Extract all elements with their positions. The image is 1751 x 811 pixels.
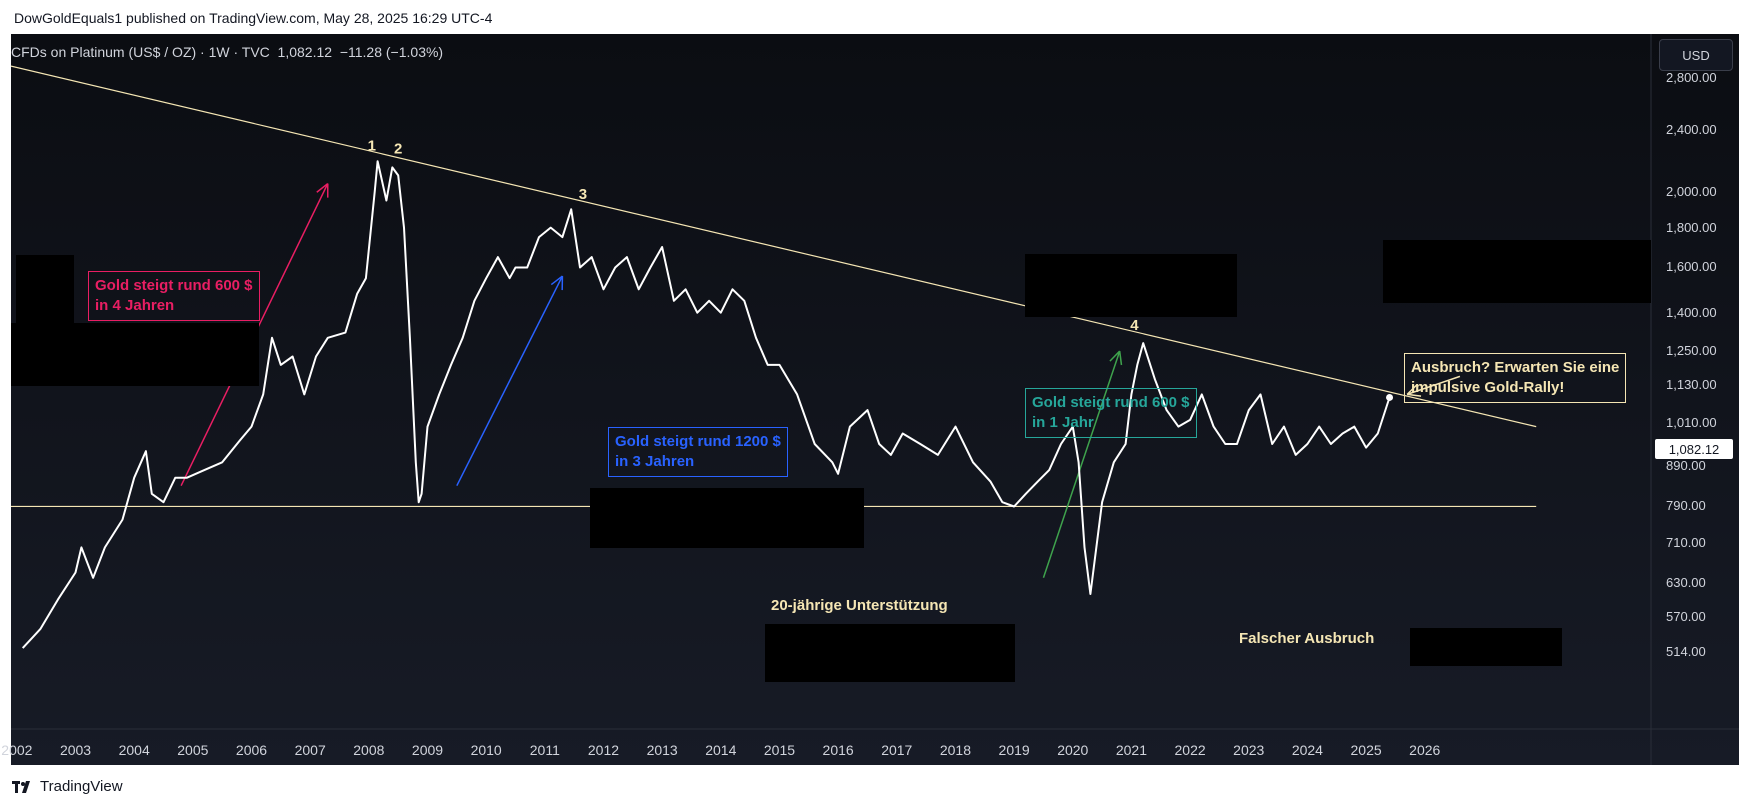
footer-brand: TradingView [12, 778, 123, 795]
price-tick-label: 1,010.00 [1666, 415, 1717, 431]
annotation-arrow [1406, 375, 1461, 397]
series-layer: 1 2 3 4 [21, 138, 1394, 649]
year-tick-label: 2004 [118, 742, 150, 758]
price-tick-label: 1,130.00 [1666, 377, 1717, 393]
year-tick-label: 2003 [59, 742, 92, 758]
year-tick-label: 2017 [881, 742, 913, 758]
wave-label: 4 [1130, 317, 1139, 334]
redaction-box [590, 488, 864, 548]
year-tick-label: 2016 [822, 742, 854, 758]
support-label: 20-jährige Unterstützung [771, 597, 948, 614]
resistance-trendline [11, 65, 1537, 428]
annotation-arrow [456, 275, 564, 487]
currency-button[interactable]: USD [1659, 39, 1733, 71]
annotation-green: Gold steigt rund 600 $ in 1 Jahr [1025, 388, 1197, 438]
publisher-line: DowGoldEquals1 published on TradingView.… [14, 10, 493, 26]
false-breakout-label: Falscher Ausbruch [1239, 630, 1375, 647]
symbol-info: CFDs on Platinum (US$ / OZ) · 1W · TVC 1… [11, 44, 444, 60]
year-tick-label: 2024 [1291, 742, 1323, 758]
year-tick-label: 2010 [470, 742, 502, 758]
price-tick-label: 1,600.00 [1666, 259, 1717, 275]
year-tick-label: 2026 [1409, 742, 1441, 758]
price-tick-label: 1,250.00 [1666, 343, 1717, 359]
year-tick-label: 2014 [705, 742, 737, 758]
year-tick-label: 2005 [177, 742, 209, 758]
redaction-box [16, 255, 74, 325]
year-tick-label: 2020 [1057, 742, 1089, 758]
current-price-label: 1,082.12 [1655, 439, 1733, 459]
wave-label: 3 [579, 186, 587, 203]
price-tick-label: 2,000.00 [1666, 183, 1717, 199]
year-tick-label: 2018 [939, 742, 972, 758]
annotation-blue: Gold steigt rund 1200 $ in 3 Jahren [608, 427, 788, 477]
price-tick-label: 710.00 [1666, 534, 1706, 550]
year-tick-label: 2008 [353, 742, 385, 758]
year-tick-label: 2002 [1, 742, 33, 758]
wave-label: 1 [368, 138, 376, 155]
annotation-red: Gold steigt rund 600 $ in 4 Jahren [88, 271, 260, 321]
price-tick-label: 890.00 [1666, 458, 1706, 474]
year-tick-label: 2012 [587, 742, 620, 758]
year-tick-label: 2019 [998, 742, 1030, 758]
year-tick-label: 2013 [646, 742, 678, 758]
year-tick-label: 2025 [1350, 742, 1382, 758]
year-tick-label: 2006 [235, 742, 268, 758]
price-tick-label: 570.00 [1666, 608, 1706, 624]
tradingview-logo-icon [12, 780, 34, 794]
year-tick-label: 2015 [763, 742, 796, 758]
price-tick-label: 1,400.00 [1666, 304, 1717, 320]
price-tick-label: 1,800.00 [1666, 219, 1717, 235]
redaction-box [1383, 240, 1651, 303]
wave-label: 2 [394, 141, 402, 158]
price-tick-label: 2,800.00 [1666, 70, 1717, 85]
redaction-box [1410, 628, 1562, 666]
price-tick-label: 630.00 [1666, 575, 1706, 591]
year-tick-label: 2009 [411, 742, 444, 758]
annotation-yellow: Ausbruch? Erwarten Sie eine impulsive Go… [1404, 353, 1627, 403]
footer-brand-text: TradingView [40, 778, 123, 795]
year-tick-label: 2011 [529, 742, 560, 758]
price-tick-label: 514.00 [1666, 644, 1706, 659]
year-tick-label: 2023 [1233, 742, 1265, 758]
price-series-line [21, 160, 1391, 649]
redaction-box [765, 624, 1015, 682]
redaction-box [11, 323, 259, 386]
year-tick-label: 2021 [1115, 742, 1147, 758]
price-tick-label: 2,400.00 [1666, 122, 1717, 138]
redaction-box [1025, 254, 1237, 317]
last-price-point [1386, 393, 1394, 401]
year-tick-label: 2007 [294, 742, 326, 758]
year-tick-label: 2022 [1174, 742, 1206, 758]
price-tick-label: 790.00 [1666, 498, 1706, 514]
